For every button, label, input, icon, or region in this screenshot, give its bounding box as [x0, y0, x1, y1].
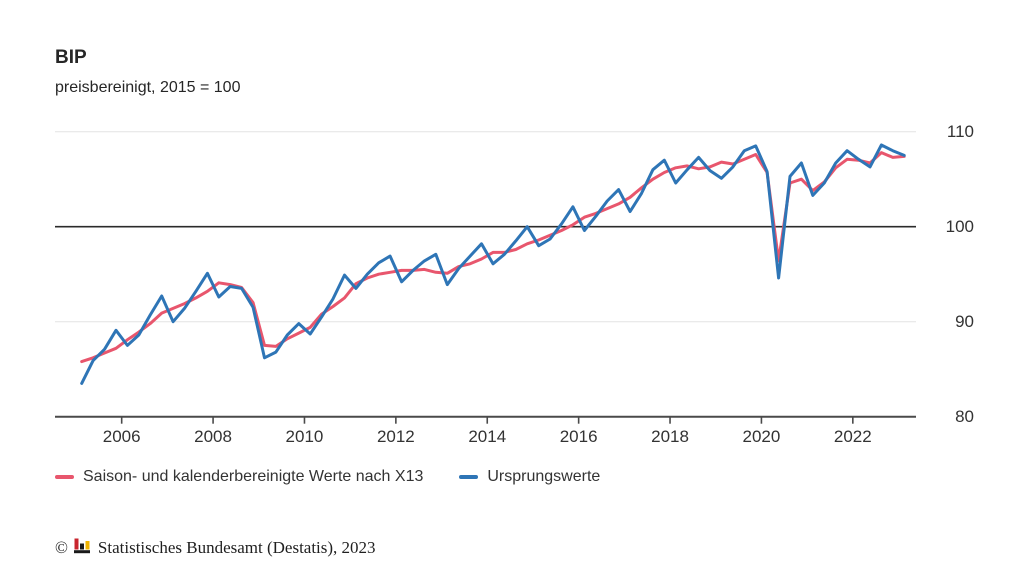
y-axis-tick-label: 110 [946, 121, 974, 141]
chart-legend: Saison- und kalenderbereinigte Werte nac… [55, 468, 636, 486]
x-axis-tick-label: 2012 [376, 427, 415, 446]
copyright-symbol: © [55, 538, 68, 557]
legend-item-original[interactable]: Ursprungswerte [459, 468, 600, 486]
blue-line-swatch-icon [459, 475, 479, 479]
x-axis-tick-label: 2022 [833, 427, 872, 446]
legend-item-adjusted[interactable]: Saison- und kalenderbereinigte Werte nac… [55, 468, 423, 486]
legend-label: Ursprungswerte [487, 468, 601, 485]
x-axis-tick-label: 2016 [559, 427, 598, 446]
x-axis-tick-label: 2010 [285, 427, 324, 446]
x-axis-tick-label: 2020 [742, 427, 781, 446]
y-axis-tick-label: 100 [945, 216, 974, 236]
series-line [80, 143, 906, 385]
page-title: BIP [55, 47, 87, 68]
x-axis-tick-label: 2018 [651, 427, 689, 446]
y-axis-tick-label: 90 [955, 311, 974, 331]
source-line: © Statistisches Bundesamt (Destatis), 20… [55, 537, 376, 559]
x-axis-tick-label: 2006 [102, 427, 141, 446]
x-axis-tick-label: 2008 [194, 427, 232, 446]
y-axis-tick-label: 80 [955, 406, 974, 426]
destatis-logo-icon [73, 537, 91, 559]
page-subtitle: preisbereinigt, 2015 = 100 [55, 79, 241, 96]
red-line-swatch-icon [55, 475, 74, 479]
source-text: Statistisches Bundesamt (Destatis), 2023 [97, 538, 376, 557]
x-axis-tick-label: 2014 [468, 427, 507, 446]
legend-label: Saison- und kalenderbereinigte Werte nac… [83, 468, 424, 485]
